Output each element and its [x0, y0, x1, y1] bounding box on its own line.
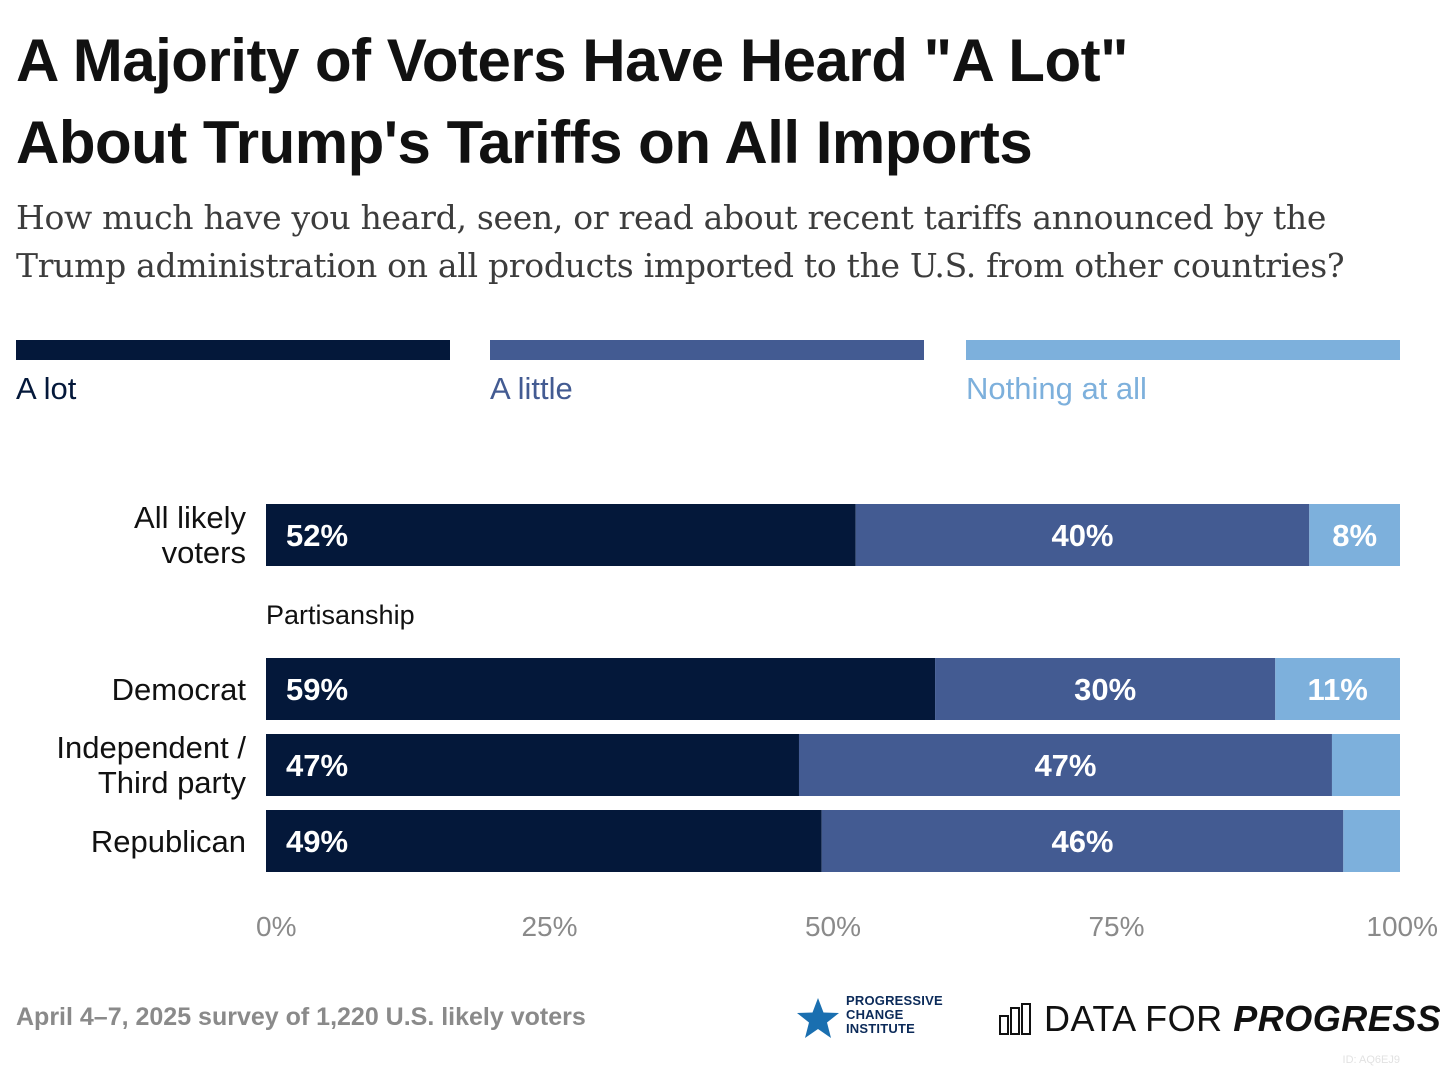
- x-tick-label-50: 50%: [805, 911, 861, 942]
- data-label-democrat-nothing-at-all: 11%: [1307, 672, 1367, 707]
- legend-label-a-lot: A lot: [16, 371, 77, 406]
- bar-independent-third-party-nothing-at-all: [1331, 734, 1400, 796]
- data-label-independent-third-party-a-little: 47%: [1034, 748, 1096, 783]
- chart-subtitle: How much have you heard, seen, or read a…: [16, 194, 1426, 290]
- chart-title: A Majority of Voters Have Heard "A Lot" …: [16, 20, 1416, 184]
- chart-subtitle-line-1: How much have you heard, seen, or read a…: [16, 198, 1327, 237]
- data-label-all-likely-voters-a-lot: 52%: [286, 518, 348, 553]
- row-label-all-line-2: voters: [161, 535, 246, 570]
- bar-all-likely-voters-a-lot: [266, 504, 856, 566]
- dfp-wordmark-bold: PROGRESS: [1233, 998, 1440, 1039]
- survey-note: April 4–7, 2025 survey of 1,220 U.S. lik…: [16, 1003, 586, 1031]
- pci-line-3: INSTITUTE: [846, 1021, 915, 1036]
- pci-line-1: PROGRESSIVE: [846, 993, 943, 1008]
- legend-label-a-little: A little: [490, 371, 573, 406]
- data-label-democrat-a-little: 30%: [1074, 672, 1136, 707]
- dfp-wordmark: DATA FOR PROGRESS: [1044, 997, 1440, 1041]
- row-label-all-likely-voters: All likely voters: [134, 500, 246, 570]
- data-label-republican-a-little: 46%: [1051, 824, 1113, 859]
- data-label-republican-a-lot: 49%: [286, 824, 348, 859]
- legend-item-nothing-at-all: Nothing at all: [966, 340, 1400, 409]
- dfp-wordmark-plain: DATA FOR: [1044, 998, 1234, 1039]
- bar-democrat-nothing-at-all: [1275, 658, 1400, 720]
- row-label-democrat-line-1: Democrat: [111, 672, 246, 707]
- data-label-all-likely-voters-nothing-at-all: 8%: [1332, 518, 1377, 553]
- legend-item-a-little: A little: [490, 340, 924, 409]
- row-label-independent: Independent / Third party: [56, 730, 246, 800]
- data-label-democrat-a-lot: 59%: [286, 672, 348, 707]
- group-label-partisanship: Partisanship: [266, 600, 415, 630]
- chart-subtitle-line-2: Trump administration on all products imp…: [16, 246, 1345, 285]
- bar-democrat-a-lot: [266, 658, 936, 720]
- bar-all-likely-voters-a-little: [855, 504, 1310, 566]
- chart-title-line-2: About Trump's Tariffs on All Imports: [16, 109, 1033, 176]
- legend-swatch-a-little: [490, 340, 924, 360]
- bar-independent-third-party-a-little: [798, 734, 1332, 796]
- row-label-independent-line-1: Independent /: [56, 730, 246, 765]
- chart-id-watermark: ID: AQ6EJ9: [1342, 1054, 1400, 1066]
- progressive-change-institute-logo: PROGRESSIVE CHANGE INSTITUTE: [796, 994, 966, 1044]
- data-label-independent-third-party-a-lot: 47%: [286, 748, 348, 783]
- legend-swatch-nothing-at-all: [966, 340, 1400, 360]
- pci-wordmark: PROGRESSIVE CHANGE INSTITUTE: [846, 994, 943, 1036]
- bar-all-likely-voters-nothing-at-all: [1309, 504, 1400, 566]
- bar-chart-icon: [999, 1003, 1031, 1035]
- data-for-progress-logo: DATA FOR PROGRESS: [998, 997, 1440, 1041]
- bar-republican-nothing-at-all: [1343, 810, 1400, 872]
- bar-republican-a-little: [821, 810, 1344, 872]
- legend-label-nothing-at-all: Nothing at all: [966, 371, 1147, 406]
- star-icon: [797, 998, 839, 1038]
- x-tick-label-0: 0%: [256, 911, 296, 942]
- bar-republican-a-lot: [266, 810, 822, 872]
- bar-democrat-a-little: [935, 658, 1276, 720]
- legend-swatch-a-lot: [16, 340, 450, 360]
- row-label-democrat: Democrat: [112, 672, 246, 707]
- bar-independent-third-party-a-lot: [266, 734, 799, 796]
- chart-title-line-1: A Majority of Voters Have Heard "A Lot": [16, 27, 1129, 94]
- row-label-all-line-1: All likely: [134, 500, 246, 535]
- pci-line-2: CHANGE: [846, 1007, 904, 1022]
- row-label-independent-line-2: Third party: [97, 765, 246, 800]
- data-label-all-likely-voters-a-little: 40%: [1051, 518, 1113, 553]
- x-tick-label-25: 25%: [521, 911, 577, 942]
- x-tick-label-100: 100%: [1366, 911, 1438, 942]
- row-label-republican-line-1: Republican: [90, 824, 246, 859]
- row-label-republican: Republican: [91, 824, 246, 859]
- legend-item-a-lot: A lot: [16, 340, 450, 409]
- x-tick-label-75: 75%: [1088, 911, 1144, 942]
